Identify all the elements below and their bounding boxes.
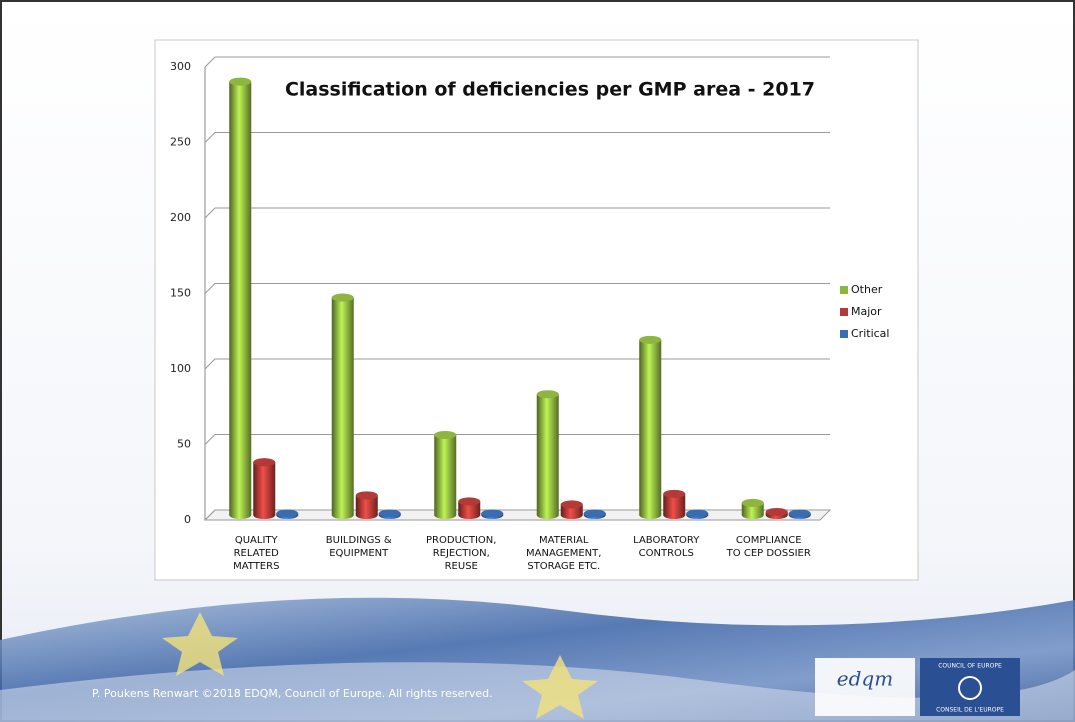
x-tick-label: QUALITY RELATED MATTERS xyxy=(233,535,279,572)
legend-label: Major xyxy=(851,305,882,318)
chart-title: Classification of deficiencies per GMP a… xyxy=(285,79,815,101)
star xyxy=(522,655,598,719)
bar-body xyxy=(560,504,583,515)
bar xyxy=(378,509,401,519)
bar-cap xyxy=(560,500,583,509)
bar-cap xyxy=(663,489,686,498)
bar-cap xyxy=(481,509,504,518)
edqm-logo: edqm xyxy=(837,667,893,691)
bar-cap xyxy=(229,77,252,86)
bar-body xyxy=(253,462,276,515)
footer-text: P. Poukens Renwart ©2018 EDQM, Council o… xyxy=(92,687,493,700)
grid-line xyxy=(204,283,830,294)
grid-line xyxy=(204,434,830,445)
bar-cap xyxy=(434,430,457,439)
chart-box xyxy=(154,39,919,581)
coe-logo-bg xyxy=(920,658,1020,716)
bar-cap xyxy=(276,509,299,518)
bar-base xyxy=(229,511,252,519)
star xyxy=(162,612,238,676)
edqm-logo-bg xyxy=(815,658,915,716)
grid-line xyxy=(204,358,830,370)
bar xyxy=(639,335,662,519)
bar xyxy=(536,390,559,519)
bar-base xyxy=(355,511,378,519)
bar xyxy=(663,489,686,519)
bar xyxy=(765,507,788,519)
floor xyxy=(203,509,832,521)
bar-body xyxy=(663,493,686,515)
bar xyxy=(560,500,583,519)
x-tick-label: COMPLIANCE TO CEP DOSSIER xyxy=(726,535,811,559)
bar-body xyxy=(536,394,559,515)
bar-cap xyxy=(765,507,788,516)
bar-base xyxy=(458,511,481,519)
y-tick-label: 250 xyxy=(170,136,191,149)
y-tick-label: 100 xyxy=(170,362,191,375)
bar xyxy=(253,458,276,519)
bar-cap xyxy=(583,509,606,518)
x-tick-label: BUILDINGS & EQUIPMENT xyxy=(326,535,392,559)
bar xyxy=(355,491,378,519)
coe-logo-top: COUNCIL OF EUROPE xyxy=(938,663,1002,670)
bar-cap xyxy=(741,498,764,507)
x-tick-label: LABORATORY CONTROLS xyxy=(633,535,700,559)
bar-body xyxy=(331,297,354,515)
bar-cap xyxy=(378,509,401,518)
bar-base xyxy=(663,511,686,519)
bar xyxy=(276,509,299,519)
bar-base xyxy=(434,511,457,519)
bar xyxy=(686,509,709,519)
bar xyxy=(458,497,481,519)
bar-cap xyxy=(355,491,378,500)
bar-cap xyxy=(788,509,811,518)
bar-cap xyxy=(253,458,276,467)
bar-base xyxy=(639,511,662,519)
bar-base xyxy=(253,511,276,519)
bar-body xyxy=(229,81,252,515)
bar-cap xyxy=(639,335,662,344)
bar-body xyxy=(434,434,457,515)
grid-line xyxy=(204,132,830,143)
legend-swatch xyxy=(840,308,848,316)
legend-swatch xyxy=(840,330,848,338)
y-tick-label: 0 xyxy=(184,513,191,526)
bar-cap xyxy=(536,390,559,399)
grid-line xyxy=(204,509,830,521)
bar xyxy=(788,509,811,519)
bar-body xyxy=(355,495,378,515)
legend-label: Critical xyxy=(851,327,889,340)
bar-base xyxy=(741,511,764,519)
bar xyxy=(331,293,354,519)
grid-line xyxy=(204,207,830,219)
bar-base xyxy=(536,511,559,519)
grid-line xyxy=(204,56,830,68)
y-tick-label: 300 xyxy=(170,60,191,73)
legend-label: Other xyxy=(851,283,883,296)
bar xyxy=(481,509,504,519)
coe-logo-bottom: CONSEIL DE L'EUROPE xyxy=(936,707,1004,714)
bar xyxy=(741,498,764,519)
y-tick-label: 200 xyxy=(170,211,191,224)
bar-base xyxy=(560,511,583,519)
x-tick-label: PRODUCTION, REJECTION, REUSE xyxy=(426,535,496,572)
y-tick-label: 50 xyxy=(177,438,191,451)
x-tick-label: MATERIAL MANAGEMENT, STORAGE ETC. xyxy=(526,535,601,572)
bar-base xyxy=(331,511,354,519)
y-tick-label: 150 xyxy=(170,287,191,300)
bar xyxy=(583,509,606,519)
bar xyxy=(229,77,252,519)
bar-cap xyxy=(458,497,481,506)
coe-emblem xyxy=(958,676,982,700)
bar-body xyxy=(639,339,662,515)
bar-cap xyxy=(331,293,354,302)
bar-cap xyxy=(686,509,709,518)
bar xyxy=(434,430,457,519)
legend-swatch xyxy=(840,286,848,294)
flag-wave xyxy=(0,662,1075,722)
